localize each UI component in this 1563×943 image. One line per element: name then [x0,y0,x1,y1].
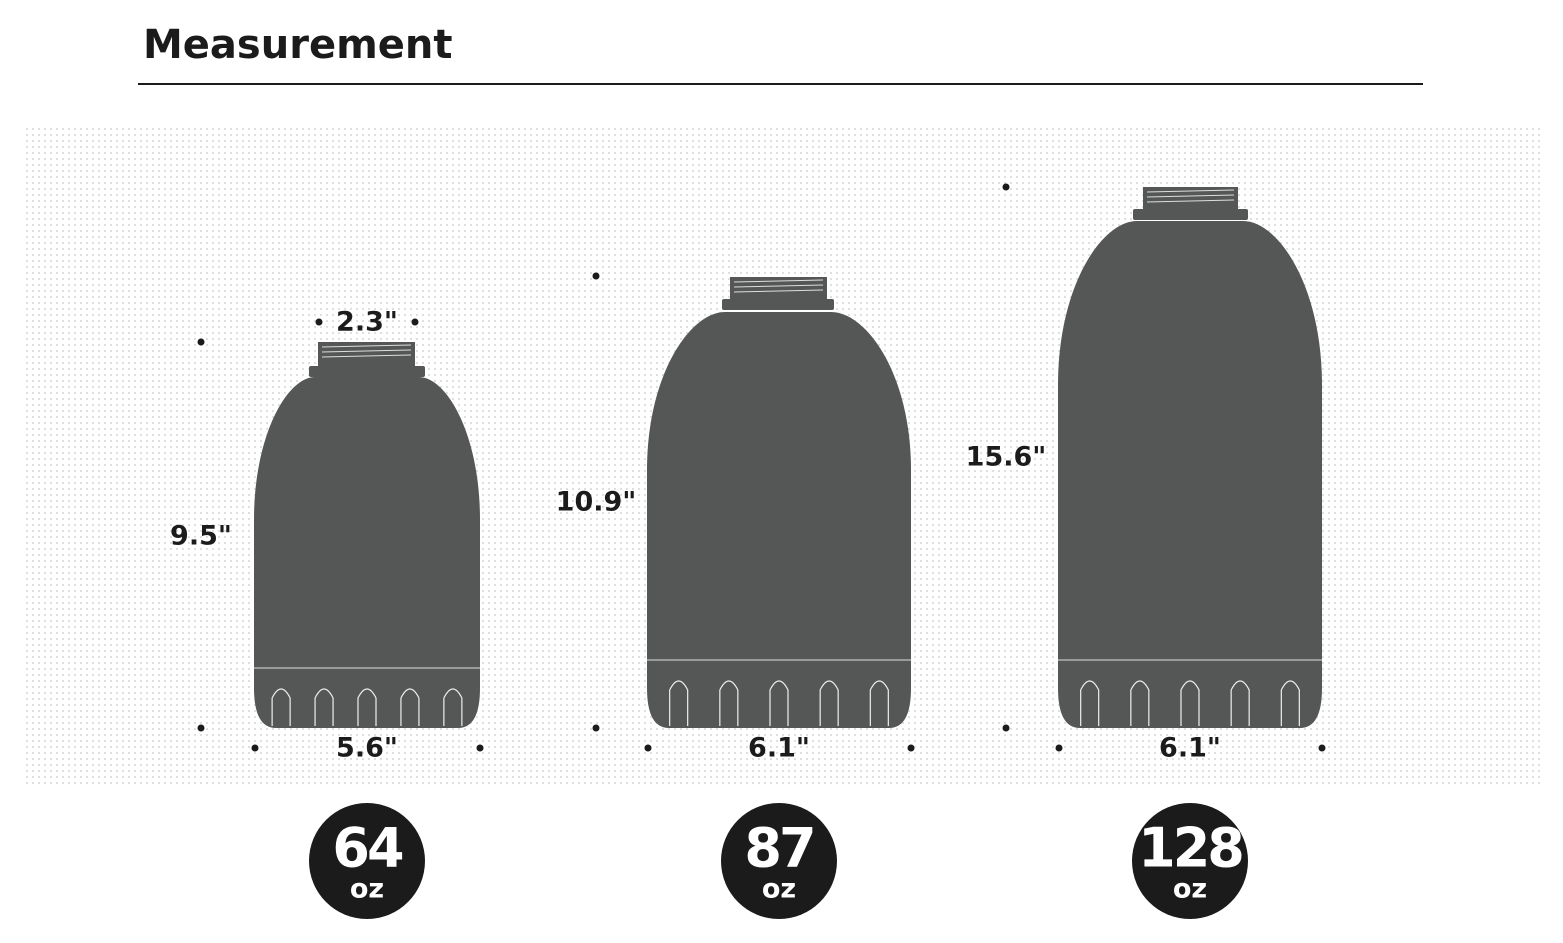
height-label: 15.6" [966,442,1047,473]
capacity-unit: oz [1173,874,1207,905]
base-rib [443,688,463,726]
capacity-value: 128 [1138,817,1242,880]
width-label: 6.1" [748,733,810,764]
measure-dot [411,318,419,326]
base-rib [869,680,889,726]
width-label: 6.1" [1159,733,1221,764]
capacity-value: 87 [744,817,813,880]
base-rib [819,680,839,726]
bottle-collar [1133,209,1248,220]
neck-label: 2.3" [336,307,398,338]
thread-line [733,289,824,293]
base-rib [1130,680,1150,726]
base-rib [1080,680,1100,726]
measure-dot [1002,183,1010,191]
thread-line [733,284,824,288]
height-label: 10.9" [556,487,637,518]
bottle-thread [1143,187,1238,209]
capacity-value: 64 [332,817,403,880]
thread-line [1146,194,1235,198]
measure-dot [476,744,484,752]
measure-dot [1002,724,1010,732]
bottle-thread [730,277,827,299]
capacity-badge [309,803,425,919]
measure-dot [644,744,652,752]
measure-dot [197,338,205,346]
thread-line [321,349,412,353]
bottle-body [647,312,911,728]
capacity-badge [1132,803,1248,919]
measure-dot [315,318,323,326]
measure-dot [197,724,205,732]
measure-dot [592,272,600,280]
bottle-collar [309,366,425,377]
thread-line [1146,189,1235,193]
base-rib [769,680,789,726]
measure-dot [592,724,600,732]
base-rib [357,688,377,726]
base-rib [271,688,291,726]
base-rib [1280,680,1300,726]
base-rib [1230,680,1250,726]
bottle-body [1058,221,1322,728]
base-rib [669,680,689,726]
thread-line [1146,199,1235,203]
capacity-unit: oz [350,874,384,905]
thread-line [733,279,824,283]
measure-dot [1318,744,1326,752]
capacity-unit: oz [762,874,796,905]
height-label: 9.5" [170,521,232,552]
thread-line [321,354,412,358]
bottles: 9.5"5.6"2.3"64oz10.9"6.1"87oz15.6"6.1"12… [170,183,1326,919]
capacity-badge [721,803,837,919]
base-rib [1180,680,1200,726]
measure-dot [251,744,259,752]
bottle-collar [722,299,834,310]
page-title: Measurement [143,22,452,68]
measure-dot [1055,744,1063,752]
base-rib [314,688,334,726]
base-rib [719,680,739,726]
measure-dot [907,744,915,752]
width-label: 5.6" [336,733,398,764]
thread-line [321,344,412,348]
base-rib [400,688,420,726]
bottle-body [254,377,480,728]
